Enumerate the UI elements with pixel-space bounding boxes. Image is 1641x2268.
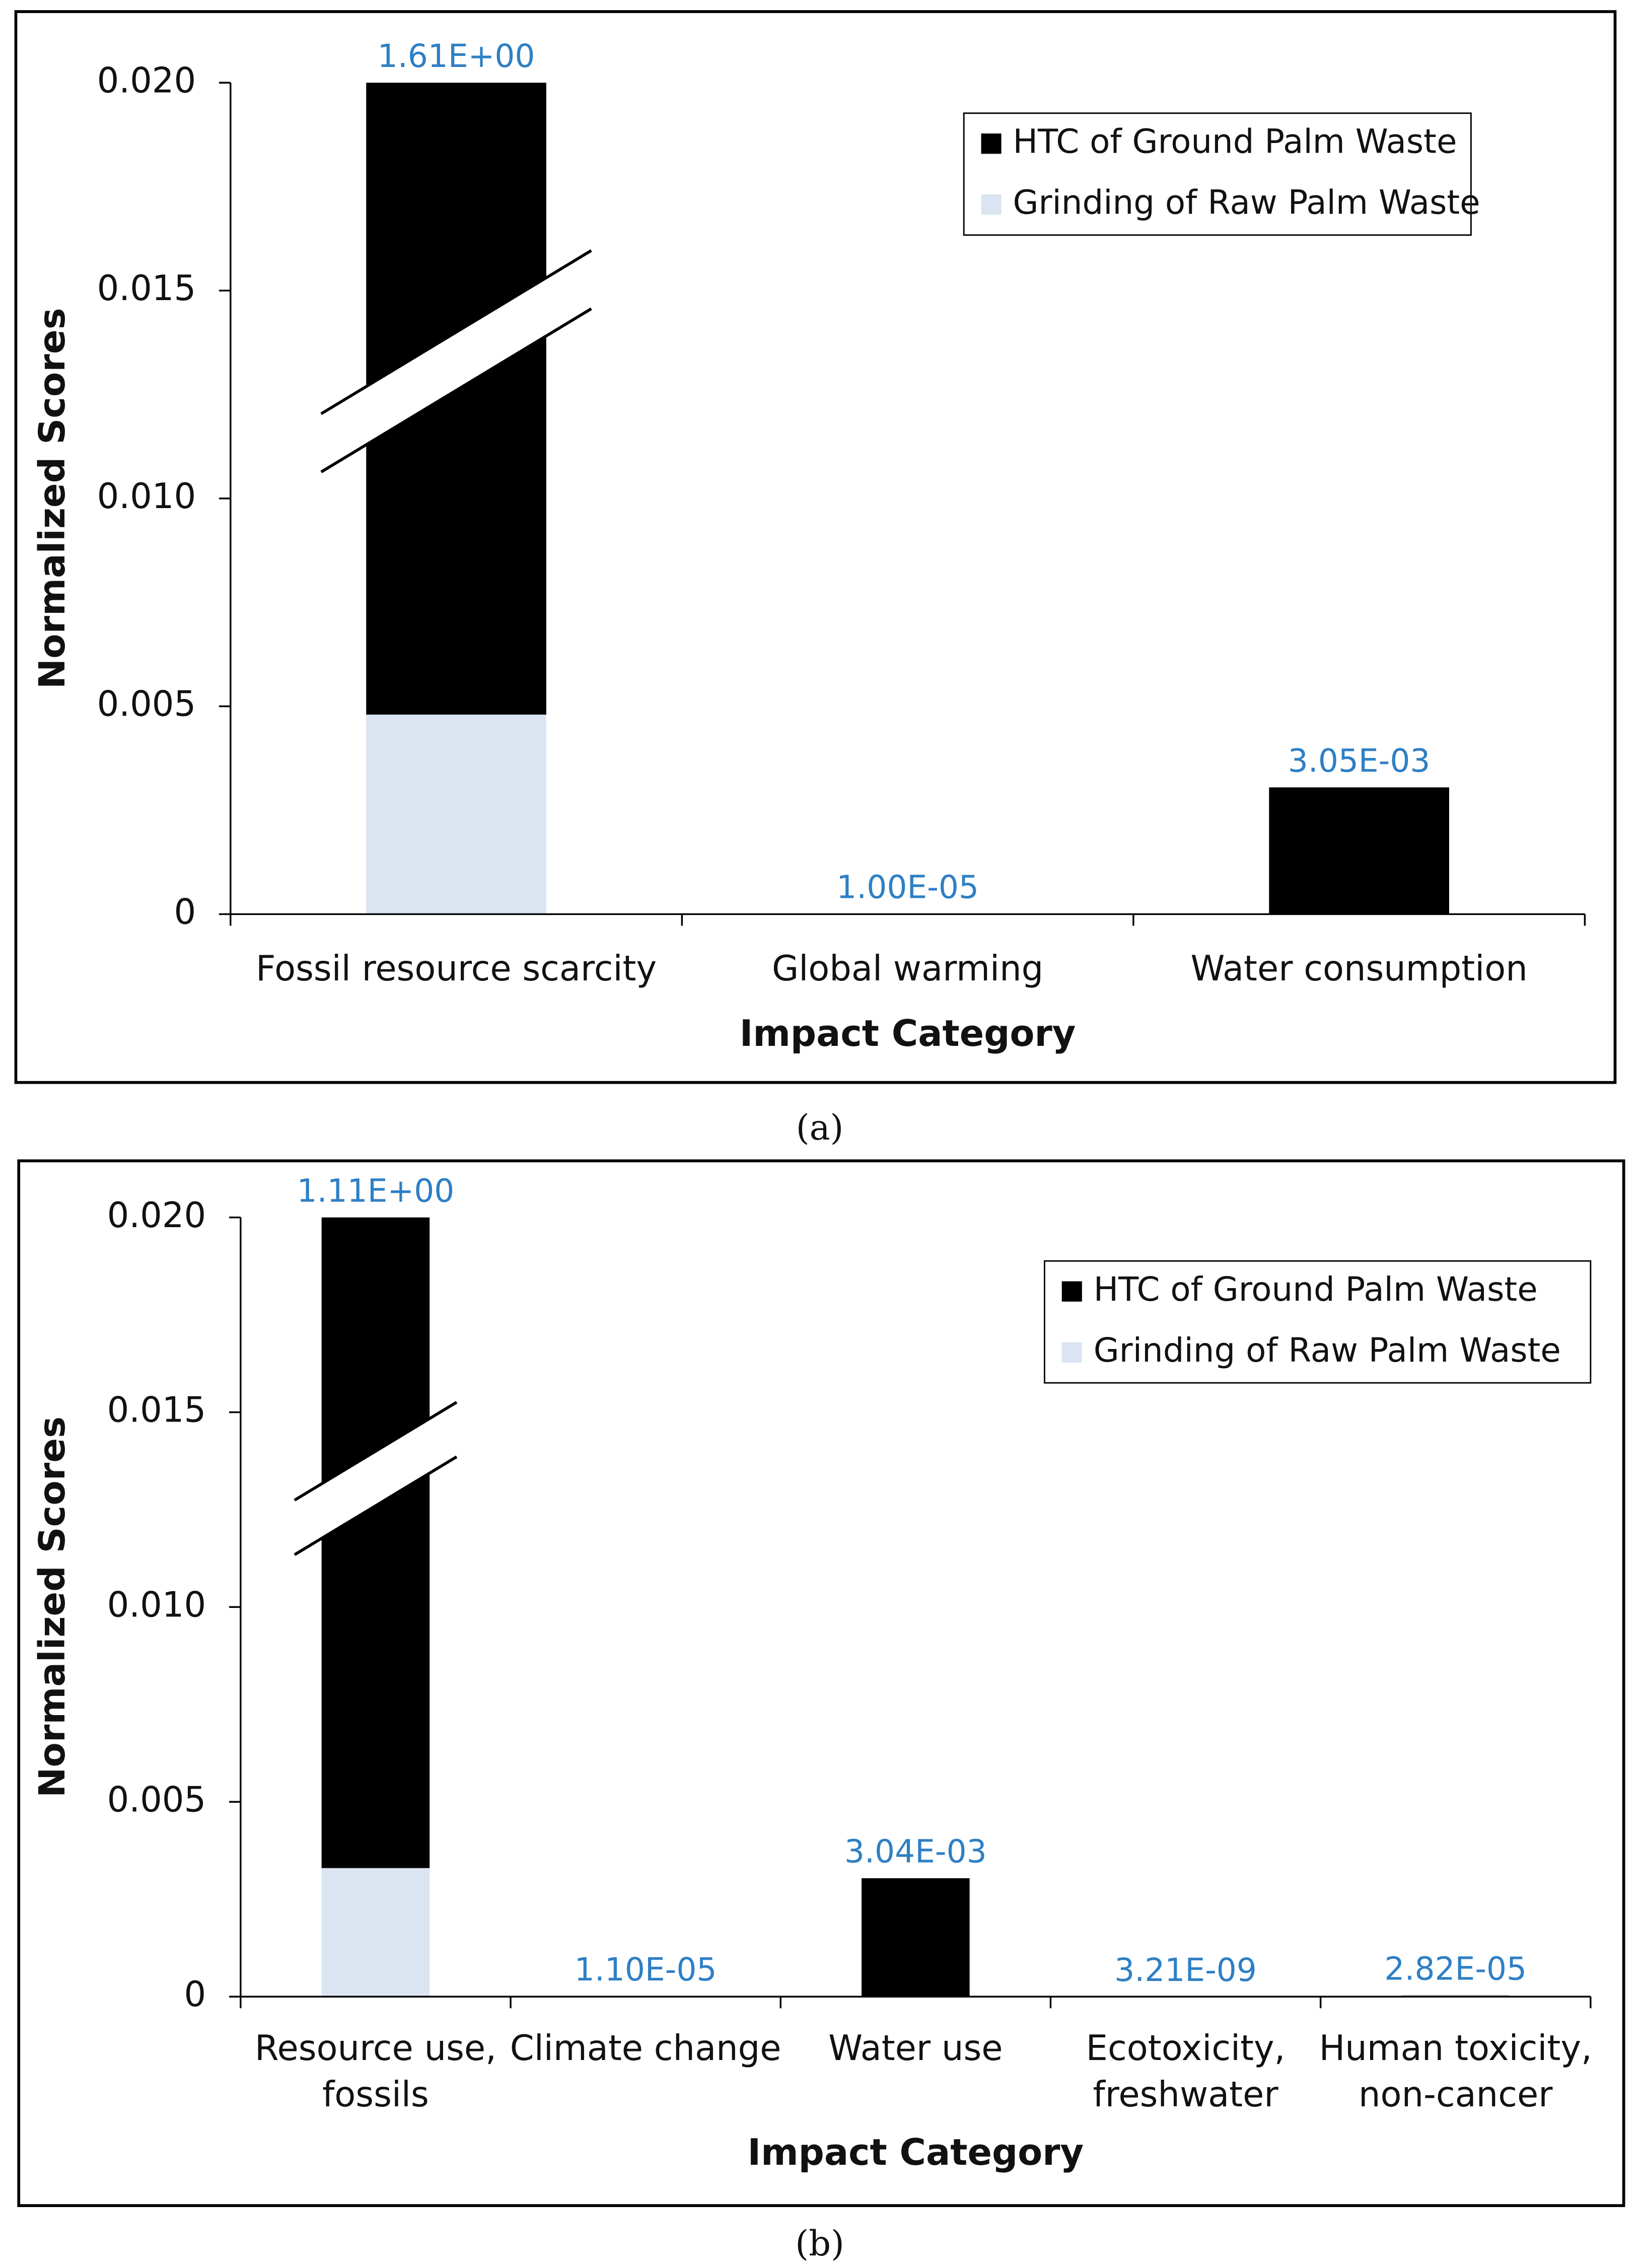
caption: (a): [796, 1108, 844, 1148]
value-label: 1.00E-05: [836, 868, 979, 905]
bar-segment: [862, 1878, 970, 1997]
y-tick-label: 0.005: [97, 684, 196, 725]
y-tick-label: 0.015: [97, 268, 196, 309]
y-axis-title: Normalized Scores: [31, 1416, 73, 1798]
legend-label: Grinding of Raw Palm Waste: [1094, 1331, 1561, 1370]
bar-segment: [321, 1217, 430, 1868]
x-tick-line: Human toxicity,: [1319, 2028, 1592, 2069]
x-tick-line: Ecotoxicity,: [1086, 2028, 1286, 2069]
x-tick-label: Water use: [828, 2028, 1003, 2069]
legend-swatch: [1061, 1342, 1082, 1363]
x-tick-label: Fossil resource scarcity: [256, 949, 657, 989]
axis-break: [294, 1402, 457, 1555]
axis-break-line: [294, 1401, 458, 1502]
value-label: 1.10E-05: [575, 1951, 717, 1988]
caption: (b): [795, 2224, 844, 2264]
y-tick-label: 0.010: [97, 476, 196, 517]
y-tick-label: 0.005: [107, 1780, 206, 1820]
y-axis-title: Normalized Scores: [31, 308, 73, 689]
value-label: 1.61E+00: [378, 37, 535, 75]
legend-swatch: [981, 133, 1002, 154]
legend-label: HTC of Ground Palm Waste: [1013, 122, 1457, 161]
legend-swatch: [1061, 1281, 1082, 1302]
axis-break-line: [294, 1455, 458, 1556]
x-tick-label: Climate change: [510, 2028, 781, 2069]
axis-break-line: [320, 249, 592, 415]
value-label: 3.04E-03: [844, 1832, 987, 1870]
y-tick-label: 0.015: [107, 1390, 206, 1430]
x-tick-label: Resource use, fossils: [255, 2028, 496, 2115]
y-tick-label: 0.010: [107, 1585, 206, 1625]
value-label: 1.11E+00: [297, 1172, 455, 1209]
x-tick-label: Global warming: [772, 949, 1043, 989]
y-tick-label: 0.020: [107, 1195, 206, 1236]
bar-segment: [366, 715, 546, 914]
x-tick-line: fossils: [322, 2075, 429, 2115]
bar-segment: [1269, 787, 1449, 914]
value-label: 2.82E-05: [1384, 1950, 1527, 1987]
y-tick-label: 0: [184, 1974, 206, 2015]
value-label: 3.05E-03: [1288, 742, 1431, 779]
x-tick-line: non-cancer: [1359, 2075, 1553, 2115]
legend-swatch: [981, 194, 1002, 215]
axis-break-line: [320, 307, 592, 473]
bar-segment: [321, 1868, 430, 1997]
x-tick-label: Ecotoxicity, freshwater: [1086, 2028, 1286, 2115]
axis-break: [321, 250, 592, 472]
y-tick-label: 0: [174, 892, 196, 932]
x-tick-label: Human toxicity, non-cancer: [1319, 2028, 1592, 2115]
chart-frame: [14, 10, 1617, 1084]
legend-box: [1043, 1260, 1592, 1384]
x-tick-line: Resource use,: [255, 2028, 496, 2069]
y-tick-label: 0.020: [97, 60, 196, 101]
legend-label: Grinding of Raw Palm Waste: [1013, 183, 1480, 222]
x-tick-label: Water consumption: [1190, 949, 1527, 989]
x-tick-line: freshwater: [1093, 2075, 1279, 2115]
value-label: 3.21E-09: [1114, 1951, 1257, 1989]
chart-frame: [17, 1159, 1625, 2207]
legend-box: [963, 112, 1472, 236]
legend-label: HTC of Ground Palm Waste: [1094, 1270, 1538, 1309]
x-axis-title: Impact Category: [740, 1012, 1076, 1054]
x-axis-title: Impact Category: [748, 2131, 1084, 2173]
